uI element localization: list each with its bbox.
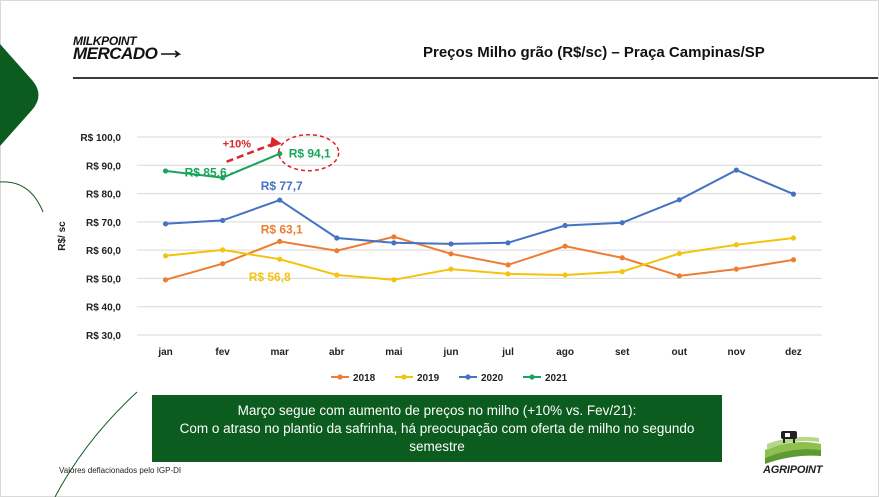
- data-point-2019: [391, 277, 397, 283]
- data-point-2018: [448, 251, 454, 257]
- data-point-2018: [505, 262, 511, 268]
- callout-line1: Março segue com aumento de preços no mil…: [237, 402, 637, 418]
- data-point-2020: [391, 240, 397, 246]
- data-point-2019: [562, 272, 568, 278]
- data-point-2019: [162, 253, 169, 259]
- footnote: Valores deflacionados pelo IGP-DI: [59, 466, 182, 475]
- data-point-2018: [733, 266, 739, 272]
- series-line-2019: [165, 237, 794, 281]
- data-point-2021: [162, 168, 169, 174]
- x-tick-label: jul: [501, 347, 514, 358]
- data-point-2019: [505, 271, 511, 277]
- annotation-label: R$ 85,6: [185, 166, 227, 180]
- x-tick-label: mar: [271, 347, 289, 358]
- series-line-2020: [165, 168, 794, 245]
- agripoint-field-icon: [765, 431, 821, 464]
- data-point-2020: [505, 240, 511, 246]
- data-point-2020: [676, 197, 682, 203]
- data-point-2018: [277, 238, 283, 244]
- annotation-label: R$ 94,1: [289, 147, 331, 161]
- x-tick-label: nov: [727, 347, 745, 358]
- callout-box: Março segue com aumento de preços no mil…: [152, 395, 722, 462]
- data-point-2020: [619, 220, 625, 226]
- annotation-label: R$ 77,7: [261, 179, 303, 193]
- legend-label: 2021: [545, 373, 568, 384]
- data-point-2018: [619, 255, 625, 261]
- trend-dashed-connector: [230, 154, 276, 175]
- x-tick-label: dez: [785, 347, 802, 358]
- annotation-label: +10%: [223, 139, 252, 151]
- annotation-label: R$ 63,1: [261, 222, 303, 236]
- increase-arrow: [226, 142, 275, 163]
- x-tick-label: jun: [442, 347, 458, 358]
- logo-arrow-icon: [161, 50, 182, 58]
- data-point-2019: [619, 269, 625, 275]
- annotation-label: R$ 56,8: [249, 270, 291, 284]
- data-point-2020: [334, 235, 340, 241]
- data-point-2018: [790, 257, 797, 263]
- data-point-2019: [277, 256, 283, 262]
- data-point-2018: [162, 277, 169, 283]
- x-tick-label: jan: [157, 347, 172, 358]
- agripoint-logo: AGRIPOINT: [763, 428, 843, 476]
- left-green-tab: [0, 44, 39, 146]
- x-tick-label: fev: [215, 347, 230, 358]
- x-tick-label: mai: [385, 347, 402, 358]
- y-tick-label: R$ 100,0: [80, 133, 121, 144]
- highlight-ellipse: [277, 133, 340, 172]
- data-point-2020: [790, 191, 797, 197]
- data-point-2019: [733, 242, 739, 248]
- data-point-2018: [562, 243, 568, 249]
- legend-marker-2021: [529, 374, 535, 380]
- y-tick-label: R$ 70,0: [86, 218, 121, 229]
- data-point-2019: [448, 266, 454, 272]
- y-tick-label: R$ 50,0: [86, 274, 121, 285]
- agripoint-wordmark: AGRIPOINT: [763, 464, 823, 476]
- data-point-2021: [220, 175, 226, 181]
- callout-line2: Com o atraso no plantio da safrinha, há …: [179, 420, 695, 454]
- data-point-2019: [220, 247, 226, 253]
- logo-line1: MILKPOINT: [73, 34, 137, 48]
- legend-label: 2019: [417, 373, 440, 384]
- y-tick-label: R$ 90,0: [86, 161, 121, 172]
- legend-label: 2020: [481, 373, 504, 384]
- data-point-2019: [334, 272, 340, 278]
- legend-marker-2018: [337, 374, 343, 380]
- data-point-2018: [220, 261, 226, 267]
- title-divider: [73, 77, 878, 79]
- data-point-2020: [733, 167, 739, 173]
- data-point-2019: [790, 235, 797, 241]
- data-point-2020: [162, 221, 169, 227]
- x-tick-label: set: [615, 347, 630, 358]
- y-tick-label: R$ 30,0: [86, 331, 121, 342]
- data-point-2020: [448, 241, 454, 247]
- page-title: Preços Milho grão (R$/sc) – Praça Campin…: [423, 44, 765, 61]
- data-point-2020: [562, 222, 568, 229]
- y-tick-label: R$ 40,0: [86, 303, 121, 314]
- y-tick-label: R$ 80,0: [86, 190, 121, 201]
- milkpoint-mercado-logo: MILKPOINT MERCADO: [73, 34, 182, 63]
- data-point-2018: [391, 234, 397, 240]
- legend-marker-2020: [465, 374, 471, 380]
- increase-arrow-head-icon: [269, 136, 282, 148]
- data-point-2020: [277, 197, 283, 203]
- series-line-2018: [165, 235, 794, 281]
- x-tick-label: abr: [329, 347, 345, 358]
- data-point-2020: [220, 217, 226, 224]
- data-point-2018: [334, 248, 340, 254]
- y-axis-label: R$/ sc: [57, 221, 68, 251]
- data-point-2019: [676, 250, 682, 257]
- x-tick-label: ago: [556, 347, 574, 358]
- data-point-2018: [676, 273, 682, 279]
- legend-marker-2019: [401, 374, 407, 380]
- y-tick-label: R$ 60,0: [86, 246, 121, 257]
- logo-line2: MERCADO: [73, 44, 158, 63]
- data-point-2021: [277, 151, 283, 157]
- legend-label: 2018: [353, 373, 376, 384]
- x-tick-label: out: [672, 347, 688, 358]
